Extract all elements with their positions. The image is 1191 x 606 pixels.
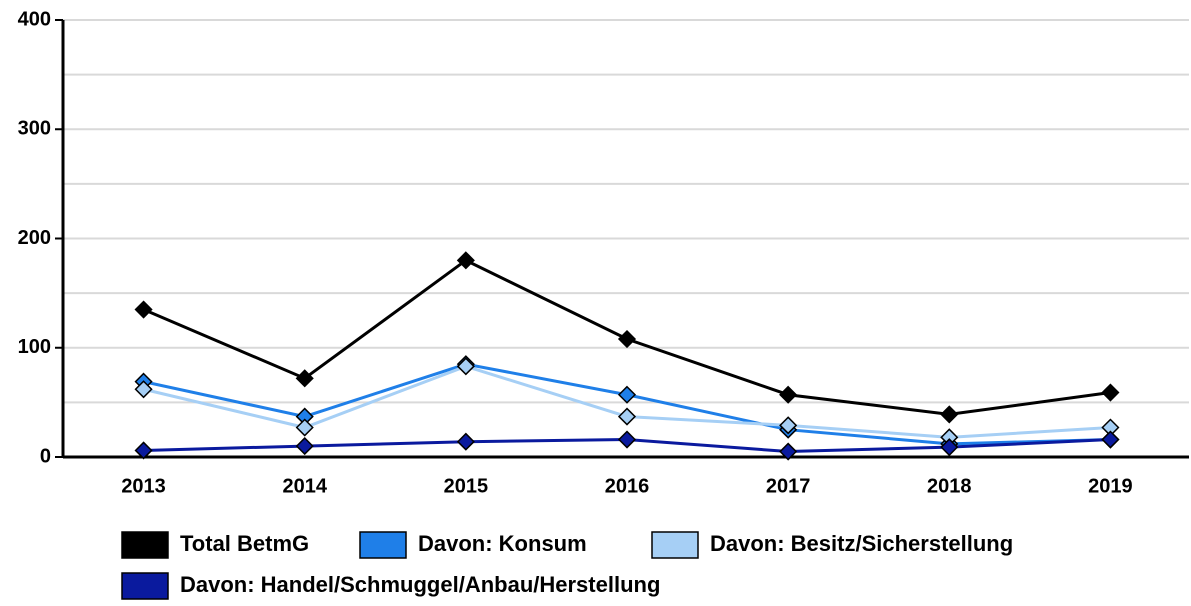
- point-marker: [134, 380, 153, 399]
- legend-label: Davon: Besitz/Sicherstellung: [710, 531, 1013, 556]
- point-marker: [940, 438, 959, 457]
- x-tick-label: 2017: [766, 475, 811, 497]
- x-tick-label: 2014: [282, 475, 327, 497]
- point-marker: [779, 442, 798, 461]
- x-tick-label: 2016: [605, 475, 650, 497]
- point-marker: [779, 385, 798, 404]
- legend-label: Davon: Handel/Schmuggel/Anbau/Herstellun…: [180, 572, 660, 597]
- legend-label: Total BetmG: [180, 531, 309, 556]
- legend-swatch: [121, 572, 169, 600]
- legend-label: Davon: Konsum: [418, 531, 587, 556]
- point-marker: [1101, 383, 1120, 402]
- y-tick-label: 0: [40, 445, 51, 467]
- x-tick-label: 2019: [1088, 475, 1133, 497]
- point-marker: [456, 432, 475, 451]
- point-marker: [617, 329, 637, 349]
- point-marker: [456, 251, 475, 270]
- point-marker: [134, 441, 153, 460]
- point-marker: [779, 416, 798, 435]
- point-marker: [940, 405, 959, 424]
- point-marker: [295, 437, 314, 456]
- point-marker: [295, 418, 314, 437]
- y-tick-label: 200: [18, 227, 51, 249]
- point-marker: [617, 407, 637, 426]
- legend-swatch: [651, 531, 699, 559]
- point-marker: [617, 385, 637, 404]
- x-tick-label: 2013: [121, 475, 166, 497]
- point-marker: [1101, 430, 1120, 449]
- y-tick-label: 400: [18, 8, 51, 30]
- y-tick-label: 300: [18, 118, 51, 140]
- point-marker: [456, 357, 475, 376]
- legend-swatch: [121, 531, 169, 559]
- point-marker: [295, 369, 314, 388]
- point-marker: [134, 300, 153, 319]
- x-tick-label: 2015: [444, 475, 489, 497]
- legend-swatch: [359, 531, 407, 559]
- y-tick-label: 100: [18, 336, 51, 358]
- x-tick-label: 2018: [927, 475, 972, 497]
- point-marker: [617, 430, 637, 449]
